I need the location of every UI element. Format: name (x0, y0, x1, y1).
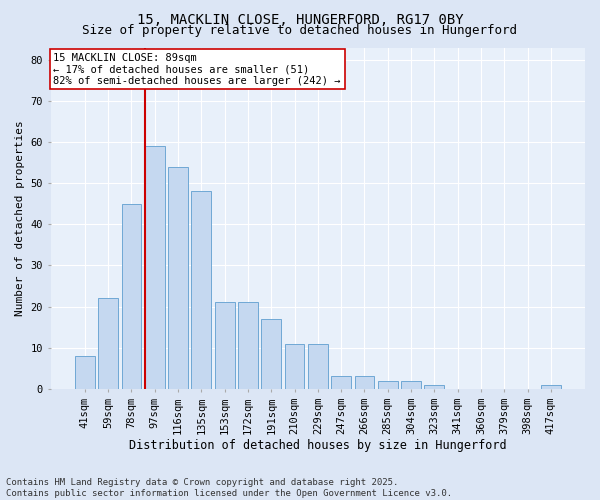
Bar (401, 380, 421, 389)
Bar (215, 302, 235, 389)
Bar (168, 167, 188, 389)
Bar (378, 380, 398, 389)
Bar (331, 376, 351, 389)
Bar (145, 146, 164, 389)
Bar (541, 384, 561, 389)
Text: Contains HM Land Registry data © Crown copyright and database right 2025.
Contai: Contains HM Land Registry data © Crown c… (6, 478, 452, 498)
Text: 15, MACKLIN CLOSE, HUNGERFORD, RG17 0BY: 15, MACKLIN CLOSE, HUNGERFORD, RG17 0BY (137, 12, 463, 26)
Bar (122, 204, 142, 389)
Bar (284, 344, 304, 389)
Bar (238, 302, 258, 389)
Text: 15 MACKLIN CLOSE: 89sqm
← 17% of detached houses are smaller (51)
82% of semi-de: 15 MACKLIN CLOSE: 89sqm ← 17% of detache… (53, 52, 341, 86)
Bar (191, 192, 211, 389)
Bar (75, 356, 95, 389)
Bar (424, 384, 444, 389)
Text: Size of property relative to detached houses in Hungerford: Size of property relative to detached ho… (83, 24, 517, 37)
Bar (262, 319, 281, 389)
Y-axis label: Number of detached properties: Number of detached properties (15, 120, 25, 316)
Bar (308, 344, 328, 389)
X-axis label: Distribution of detached houses by size in Hungerford: Distribution of detached houses by size … (129, 440, 506, 452)
Bar (355, 376, 374, 389)
Bar (98, 298, 118, 389)
